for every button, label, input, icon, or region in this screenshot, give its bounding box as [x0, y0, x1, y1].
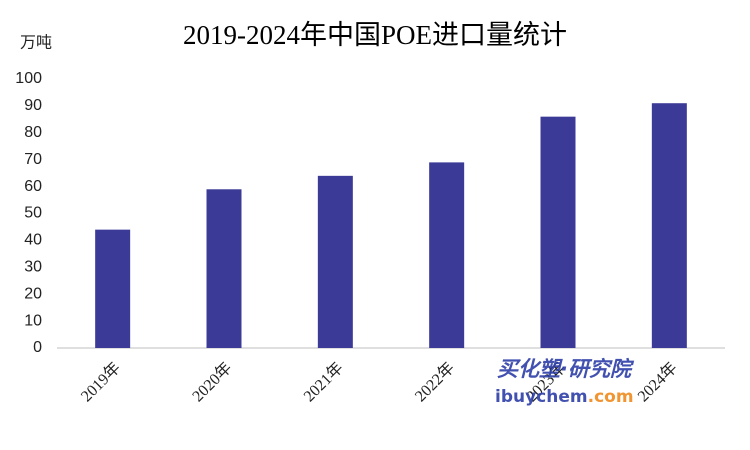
y-tick-label: 100	[15, 70, 42, 87]
bar	[651, 103, 687, 349]
y-tick-label: 30	[24, 259, 42, 276]
watermark-site-suffix: .com	[588, 387, 634, 407]
chart-title: 2019-2024年中国POE进口量统计	[183, 20, 567, 50]
watermark-brand: 买化塑·研究院	[497, 357, 635, 381]
bar	[317, 175, 353, 348]
watermark: 买化塑·研究院 ibuychem.com	[495, 357, 635, 407]
y-tick-label: 20	[24, 285, 42, 302]
y-tick-label: 40	[24, 232, 42, 249]
y-tick-label: 70	[24, 151, 42, 168]
y-tick-label: 0	[33, 339, 42, 356]
bar	[206, 189, 242, 348]
y-tick-label: 60	[24, 178, 42, 195]
bar	[429, 162, 465, 348]
y-tick-label: 90	[24, 97, 42, 114]
y-unit: 万吨	[20, 34, 52, 52]
y-tick-label: 50	[24, 205, 42, 222]
bar	[540, 116, 576, 348]
y-tick-label: 10	[24, 312, 42, 329]
y-tick-label: 80	[24, 124, 42, 141]
watermark-site-main: ibuychem	[495, 387, 588, 407]
bar	[95, 229, 131, 348]
watermark-site: ibuychem.com	[495, 387, 634, 407]
